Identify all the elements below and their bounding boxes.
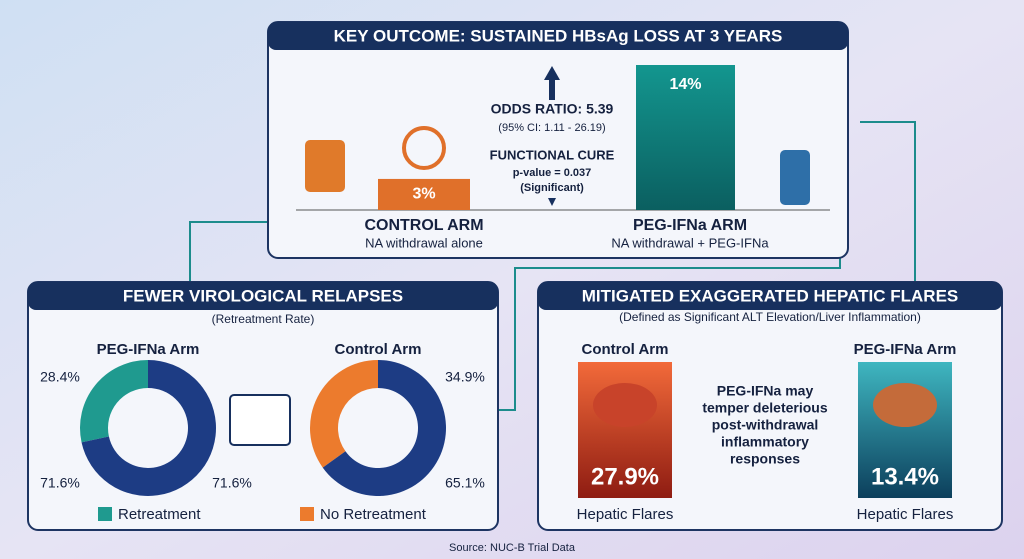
arm-sublabel: NA withdrawal alone [365, 235, 483, 250]
panel-title: FEWER VIROLOGICAL RELAPSES [123, 286, 403, 305]
donut-title: PEG-IFNa Arm [97, 341, 200, 358]
note-line: responses [730, 451, 800, 467]
donut-value-label: 71.6% [40, 475, 80, 491]
pill-bottle-icon [305, 140, 345, 192]
panel-title: KEY OUTCOME: SUSTAINED HBsAg LOSS AT 3 Y… [334, 26, 783, 45]
legend-label: No Retreatment [320, 506, 427, 523]
significance: (Significant) [520, 182, 584, 194]
panel-title: MITIGATED EXAGGERATED HEPATIC FLARES [582, 286, 959, 305]
calendar-icon [229, 394, 291, 446]
donut-value-label: 28.4% [40, 369, 80, 385]
arm-label: CONTROL ARM [364, 217, 483, 234]
ci: (95% CI: 1.11 - 26.19) [498, 122, 605, 134]
cure: FUNCTIONAL CURE [490, 147, 615, 162]
panel-subtitle: (Defined as Significant ALT Elevation/Li… [619, 310, 921, 324]
arm-name: Control Arm [582, 341, 669, 358]
panel-header [538, 282, 1002, 310]
no-cycle-icon [402, 126, 446, 170]
donut-value-label: 34.9% [445, 369, 485, 385]
legend-swatch [300, 507, 314, 521]
donut-segment [322, 360, 446, 496]
panel-header [268, 22, 848, 50]
flare-caption: Hepatic Flares [857, 506, 954, 523]
donut-value-label: 65.1% [445, 475, 485, 491]
flare-caption: Hepatic Flares [577, 506, 674, 523]
legend-label: Retreatment [118, 506, 201, 523]
panel-header [28, 282, 498, 310]
donut-title: Control Arm [335, 341, 422, 358]
bar-value-label: 3% [412, 186, 435, 203]
flare-value: 13.4% [871, 463, 939, 490]
odds-ratio: ODDS RATIO: 5.39 [491, 101, 614, 117]
arm-sublabel: NA withdrawal + PEG-IFNa [611, 235, 769, 250]
donut-segment [79, 360, 148, 443]
bar-value-label: 14% [669, 76, 701, 93]
donut-segment [309, 360, 378, 468]
note-line: temper deleterious [702, 400, 827, 416]
liver-icon [873, 383, 937, 427]
donut-value-label: 71.6% [212, 475, 252, 491]
flare-value: 27.9% [591, 463, 659, 490]
note-line: PEG-IFNa may [717, 383, 814, 399]
vial-icon [780, 150, 810, 205]
note-line: post-withdrawal [712, 417, 819, 433]
note-line: inflammatory [721, 434, 809, 450]
legend-swatch [98, 507, 112, 521]
panel [267, 21, 849, 259]
donut-segment [81, 359, 216, 496]
bar [378, 178, 470, 210]
arm-label: PEG-IFNa ARM [633, 217, 747, 234]
bar [636, 65, 735, 210]
liver-icon [593, 383, 657, 427]
p-value: p-value = 0.037 [513, 167, 592, 179]
panel-subtitle: (Retreatment Rate) [212, 312, 315, 326]
source: Source: NUC-B Trial Data [449, 542, 576, 554]
arm-name: PEG-IFNa Arm [854, 341, 957, 358]
arrow-up [544, 66, 560, 100]
arrow-down [548, 198, 556, 206]
